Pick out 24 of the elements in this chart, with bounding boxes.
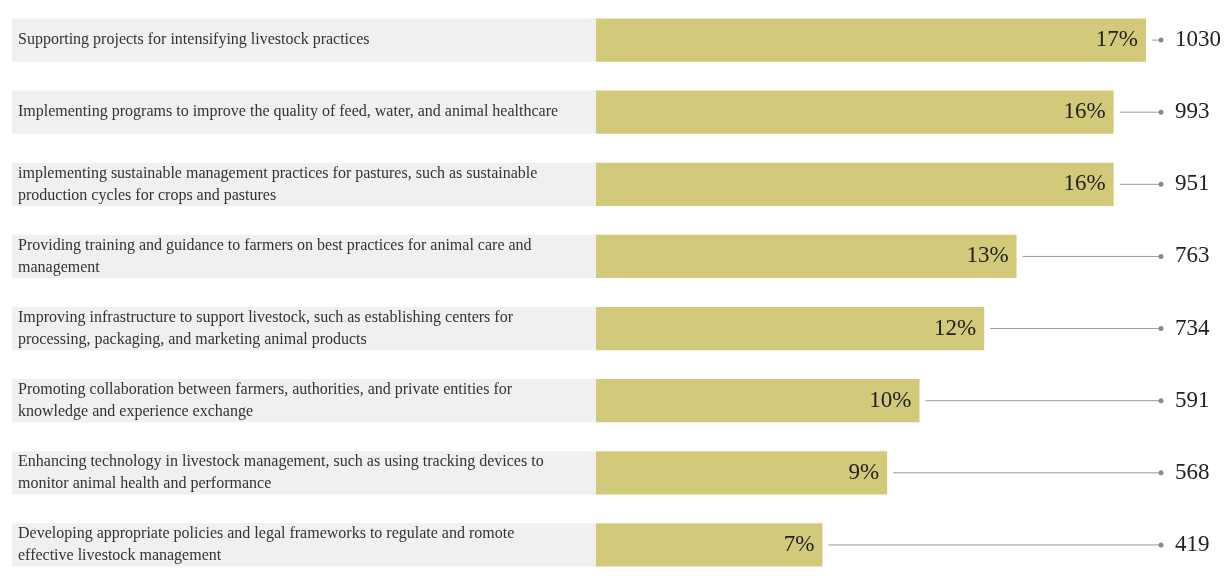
text: 763	[1175, 242, 1210, 268]
text: 993	[1175, 98, 1210, 124]
data-label: 9%	[848, 458, 880, 484]
data-label: 7%	[783, 530, 815, 556]
y-tick-label: implementing sustainable management practices for pastures, such as sustainable production cycles for crops and pastures	[18, 163, 538, 204]
data-label: 16%	[1063, 98, 1106, 124]
y-tick-label: Developing appropriate policies and legal frameworks to regulate and romote effective livestock management	[18, 524, 515, 565]
y-tick-label: Improving infrastructure to support livestock, such as establishing centers for processing, packaging, and marketing animal products	[18, 307, 514, 348]
text: 734	[1175, 314, 1210, 340]
data-label: 13%	[966, 242, 1009, 268]
data-label: 12%	[934, 314, 977, 340]
y-tick-label: Implementing programs to improve the quality of feed, water, and animal healthcare	[18, 102, 559, 121]
y-tick-label: Promoting collaboration between farmers, authorities, and private entities for knowledge and experience exchange	[18, 379, 513, 420]
data-label: 10%	[869, 386, 912, 412]
text: 1030	[1175, 26, 1221, 52]
y-tick-label: Supporting projects for intensifying livestock practices	[18, 30, 370, 49]
y-tick-label: Providing training and guidance to farmers on best practices for animal care and management	[18, 235, 532, 276]
text: 419	[1175, 530, 1210, 556]
data-label: 16%	[1063, 170, 1106, 196]
y-tick-label: Enhancing technology in livestock management, such as using tracking devices to monitor animal health and performance	[18, 452, 544, 493]
text: 951	[1175, 170, 1210, 196]
data-label: 17%	[1095, 26, 1138, 52]
text: 591	[1175, 386, 1210, 412]
text: 568	[1175, 458, 1210, 484]
